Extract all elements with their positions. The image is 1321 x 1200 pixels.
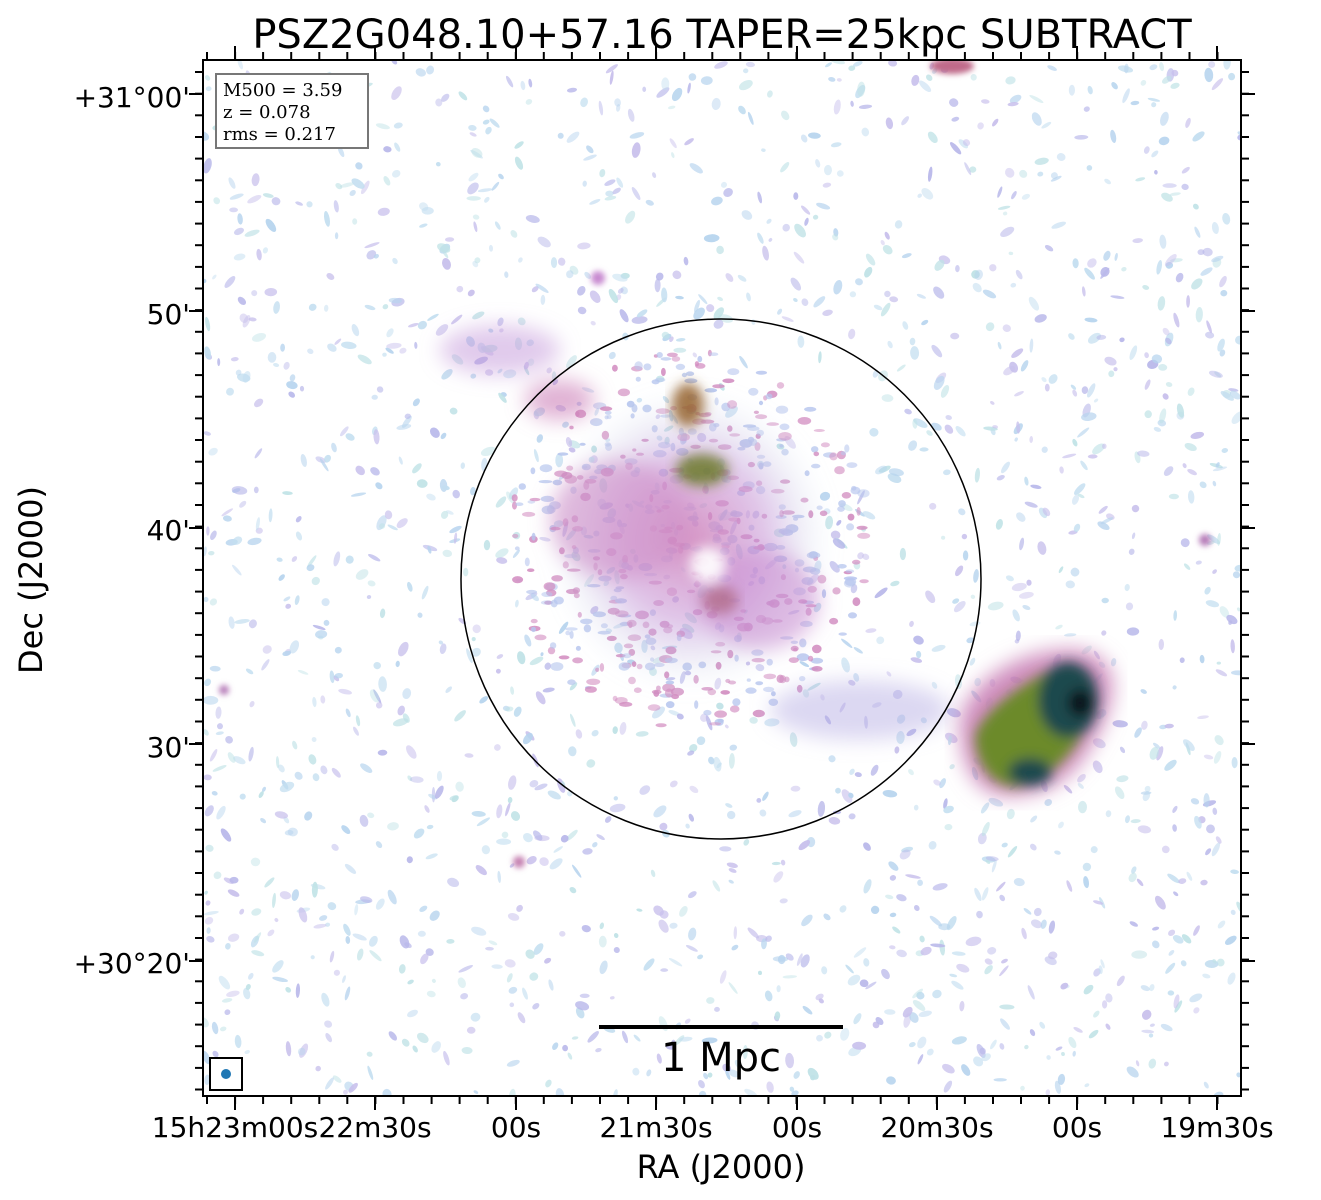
y-tick-label: +30°20' <box>74 947 190 980</box>
halo-emission <box>440 325 950 740</box>
axis-ticks <box>189 46 1255 1110</box>
axes-frame <box>202 59 1242 1097</box>
info-box-frame <box>215 73 369 149</box>
x-tick-label: 22m30s <box>318 1111 431 1144</box>
y-tick-label: 50' <box>147 298 190 331</box>
x-axis-label: RA (J2000) <box>637 1148 806 1186</box>
x-tick-labels: 15h23m00s 22m30s 00s 21m30s 00s 20m30s 0… <box>152 1111 1274 1144</box>
x-tick-label: 00s <box>491 1111 541 1144</box>
y-tick-label: 30' <box>147 731 190 764</box>
info-m500: M500 = 3.59 <box>223 80 342 101</box>
x-tick-label: 15h23m00s <box>152 1111 319 1144</box>
x-tick-label: 21m30s <box>599 1111 712 1144</box>
scale-bar-label: 1 Mpc <box>661 1035 781 1081</box>
info-redshift: z = 0.078 <box>223 102 311 123</box>
bright-source <box>960 650 1113 796</box>
info-rms: rms = 0.217 <box>223 124 336 145</box>
figure-title: PSZ2G048.10+57.16 TAPER=25kpc SUBTRACT <box>252 12 1192 58</box>
r500-circle <box>460 318 982 840</box>
y-tick-label: 40' <box>147 514 190 547</box>
y-axis-label: Dec (J2000) <box>12 486 50 674</box>
x-tick-label: 20m30s <box>880 1111 993 1144</box>
radio-image <box>203 60 1241 1096</box>
beam-ellipse <box>221 1069 231 1079</box>
y-tick-label: +31°00' <box>74 81 190 114</box>
x-tick-label: 00s <box>772 1111 822 1144</box>
y-tick-labels: +31°00' 50' 40' 30' +30°20' <box>74 81 190 980</box>
x-tick-label: 19m30s <box>1160 1111 1273 1144</box>
compact-sources <box>219 60 1211 868</box>
x-tick-label: 00s <box>1052 1111 1102 1144</box>
info-box: M500 = 3.59 z = 0.078 rms = 0.217 <box>215 73 369 149</box>
halo-core <box>672 383 738 614</box>
